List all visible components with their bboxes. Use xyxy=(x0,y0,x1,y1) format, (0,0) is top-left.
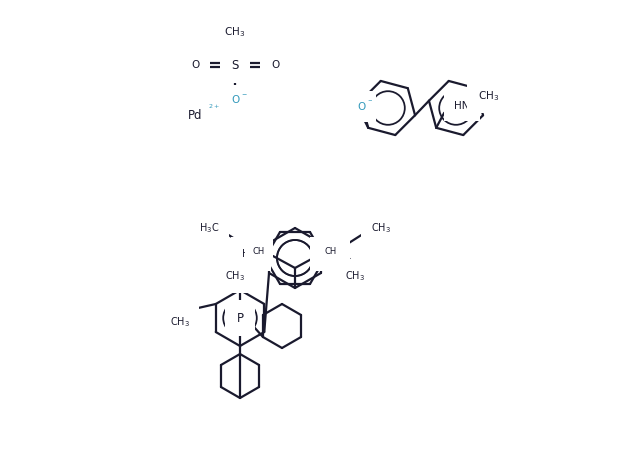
Text: S: S xyxy=(231,58,239,71)
Text: Pd: Pd xyxy=(188,109,202,122)
Text: CH$_3$: CH$_3$ xyxy=(225,269,245,283)
Text: O: O xyxy=(191,60,199,70)
Text: H$_3$C: H$_3$C xyxy=(241,247,261,261)
Text: CH: CH xyxy=(253,246,265,256)
Text: CH$_3$: CH$_3$ xyxy=(477,89,499,103)
Text: $^{2+}$: $^{2+}$ xyxy=(208,103,220,112)
Text: CH$_3$: CH$_3$ xyxy=(320,247,340,261)
Text: CH: CH xyxy=(178,305,190,313)
Text: O: O xyxy=(271,60,279,70)
Text: CH: CH xyxy=(325,246,337,256)
Text: O: O xyxy=(357,102,365,112)
Text: P: P xyxy=(237,312,243,324)
Text: CH$_3$: CH$_3$ xyxy=(225,25,246,39)
Text: O: O xyxy=(231,95,239,105)
Text: CH$_3$: CH$_3$ xyxy=(170,315,189,329)
Text: CH$_3$: CH$_3$ xyxy=(345,269,365,283)
Text: HN: HN xyxy=(454,101,470,111)
Text: $^{-}$: $^{-}$ xyxy=(367,96,373,105)
Text: H$_3$C: H$_3$C xyxy=(198,221,219,235)
Text: $^{-}$: $^{-}$ xyxy=(241,91,248,100)
Text: CH$_3$: CH$_3$ xyxy=(371,221,391,235)
